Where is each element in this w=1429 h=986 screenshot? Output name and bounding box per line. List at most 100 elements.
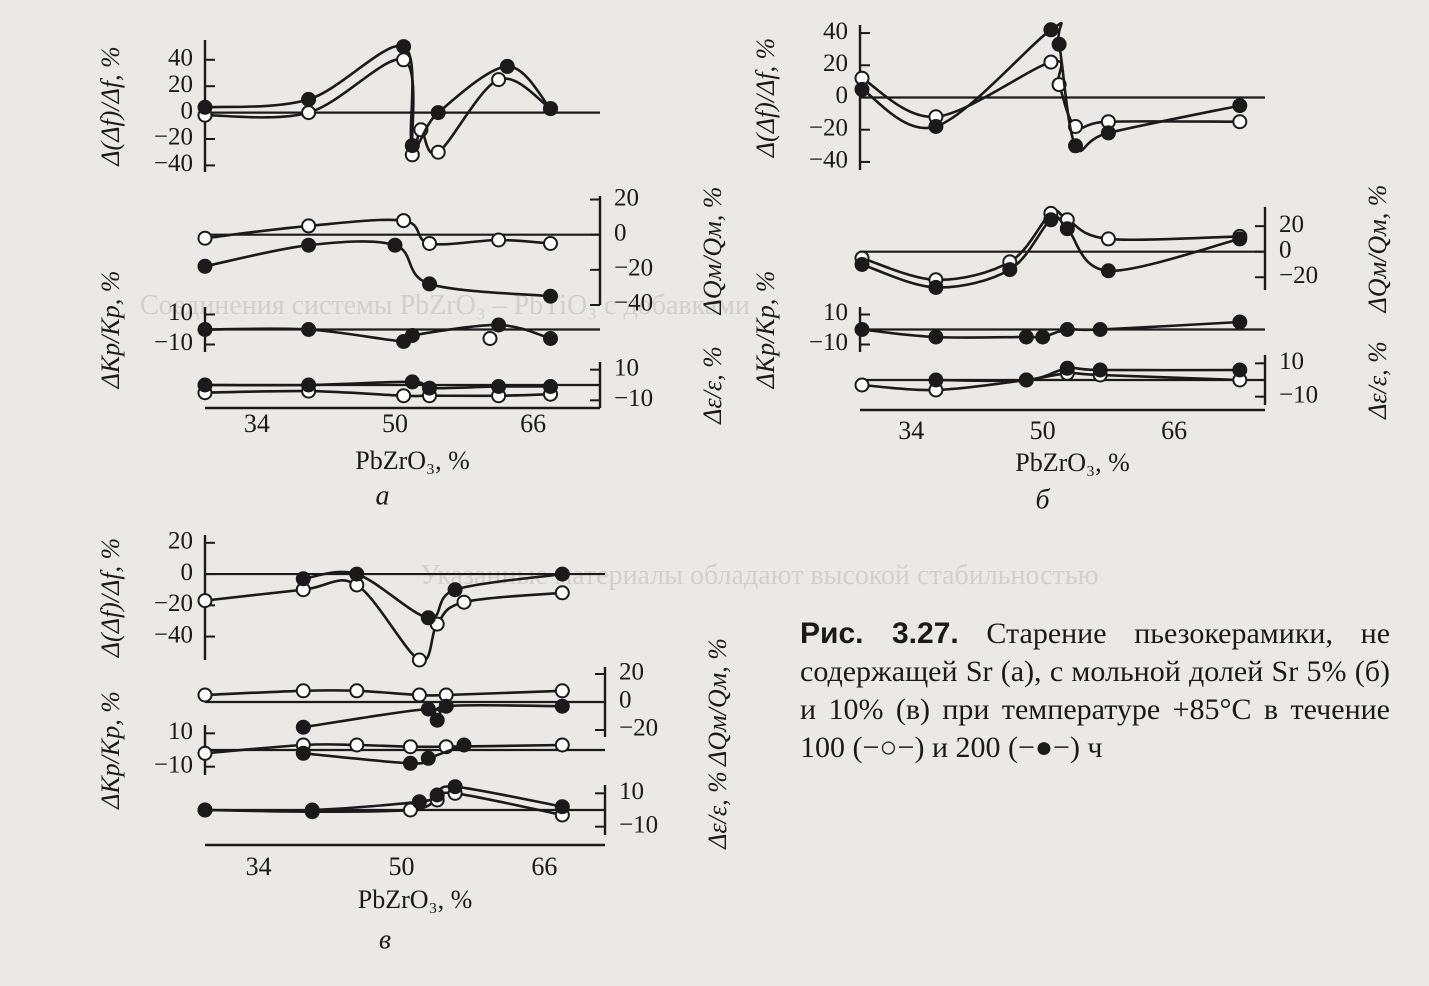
- x-tick-label: 34: [246, 852, 272, 881]
- bleed-through-text-1: Соединения системы PbZrO₃ – PbTiO₃ с доб…: [140, 290, 750, 321]
- x-tick-label: 66: [531, 852, 557, 881]
- filled-marker: [554, 566, 570, 582]
- subpanel-eps: 10 −10 Δε/ε, %: [197, 346, 727, 425]
- open-marker: [491, 232, 507, 248]
- filled-marker: [420, 610, 436, 626]
- x-tick-label: 50: [1030, 416, 1056, 445]
- y-axis-label: ΔQм/Qм, %: [1363, 185, 1392, 314]
- filled-marker: [543, 331, 558, 346]
- y-tick-label: −10: [1279, 381, 1318, 408]
- filled-marker: [447, 779, 463, 795]
- x-tick-label: 66: [520, 409, 546, 438]
- open-marker: [1043, 54, 1059, 70]
- series-line: [861, 371, 1240, 392]
- filled-marker: [420, 750, 436, 766]
- filled-marker: [1059, 322, 1075, 337]
- y-tick-label: −20: [809, 114, 848, 141]
- y-tick-label: −40: [154, 621, 193, 648]
- y-tick-label: 0: [614, 219, 627, 246]
- open-marker: [422, 236, 437, 251]
- filled-marker: [491, 317, 507, 333]
- x-tick-label: 34: [244, 409, 270, 438]
- subpanel-Q: 200−20 ΔQм/Qм, %: [197, 638, 732, 767]
- y-tick-label: 10: [168, 299, 193, 326]
- series-line: [204, 579, 563, 663]
- filled-marker: [554, 698, 570, 714]
- subpanel-Kp: 10 −10 ΔKp/Kp, %: [96, 691, 605, 810]
- filled-marker: [295, 571, 311, 587]
- series-line: [204, 743, 563, 755]
- y-tick-label: −20: [154, 124, 193, 151]
- filled-marker: [304, 802, 320, 818]
- y-tick-label: −40: [154, 150, 193, 177]
- filled-marker: [430, 105, 446, 121]
- open-marker: [197, 230, 213, 246]
- open-marker: [430, 144, 446, 160]
- filled-marker: [349, 566, 365, 582]
- y-axis-label: ΔQм/Qм, %: [703, 638, 732, 767]
- x-tick-label: 34: [898, 416, 924, 445]
- figure-caption: Рис. 3.27. Старение пьезокерамики, не со…: [800, 615, 1390, 767]
- y-axis-label: Δε/ε, %: [1363, 341, 1392, 420]
- filled-marker: [197, 802, 213, 818]
- y-tick-label: 10: [614, 354, 639, 381]
- open-marker: [197, 745, 213, 761]
- open-marker: [396, 388, 412, 404]
- filled-marker: [854, 81, 870, 97]
- y-tick-label: 20: [614, 184, 639, 211]
- y-tick-label: −10: [619, 811, 658, 838]
- y-tick-label: −40: [614, 290, 653, 317]
- subpanel-df: 40 20 0 −20 −40 Δ(Δf)/Δf, %: [751, 18, 1265, 174]
- y-tick-label: 10: [1279, 348, 1304, 375]
- y-tick-label: 20: [1279, 211, 1304, 238]
- open-marker: [411, 652, 427, 668]
- filled-marker: [429, 712, 445, 728]
- y-axis-label: ΔKp/Kp, %: [96, 271, 125, 390]
- subpanel-Kp: 10 −10 ΔKp/Kp, %: [96, 271, 600, 390]
- y-tick-label: −40: [809, 147, 848, 174]
- open-marker: [349, 737, 365, 753]
- series-line: [861, 21, 1241, 153]
- y-tick-label: 0: [619, 687, 632, 714]
- filled-marker: [1100, 263, 1116, 279]
- filled-marker: [1043, 212, 1059, 228]
- open-marker: [1232, 114, 1248, 130]
- filled-marker: [1059, 221, 1075, 237]
- filled-marker: [1068, 138, 1083, 154]
- open-marker: [482, 331, 498, 346]
- filled-marker: [543, 101, 558, 117]
- panel-letter: б: [1035, 484, 1050, 515]
- y-axis-label: Δ(Δf)/Δf, %: [751, 38, 780, 158]
- y-axis-label: Δε/ε, %: [703, 771, 732, 850]
- y-tick-label: −10: [809, 329, 848, 356]
- open-marker: [554, 683, 570, 699]
- x-tick-label: 50: [389, 852, 415, 881]
- y-axis-label: Δε/ε, %: [698, 346, 727, 425]
- y-tick-label: 20: [823, 50, 848, 77]
- filled-marker: [197, 99, 213, 115]
- subpanel-Q: 20 0 −20 −40 ΔQм/Qм, %: [197, 184, 727, 317]
- filled-marker: [1232, 314, 1248, 330]
- filled-marker: [1059, 360, 1075, 376]
- filled-marker: [404, 328, 420, 343]
- filled-marker: [422, 276, 437, 292]
- filled-marker: [301, 322, 317, 337]
- filled-marker: [404, 374, 420, 390]
- filled-marker: [402, 755, 418, 771]
- filled-marker: [301, 237, 317, 253]
- series-line: [204, 785, 563, 812]
- filled-marker: [499, 58, 515, 74]
- filled-marker: [554, 799, 570, 815]
- filled-marker: [197, 322, 213, 337]
- x-axis-label: PbZrO₃, %: [1015, 448, 1130, 477]
- series-line: [303, 743, 465, 765]
- y-tick-label: −20: [1279, 262, 1318, 289]
- y-tick-label: −10: [614, 385, 653, 412]
- filled-marker: [429, 787, 445, 803]
- y-tick-label: −20: [154, 590, 193, 617]
- y-tick-label: 10: [823, 299, 848, 326]
- filled-marker: [854, 257, 870, 272]
